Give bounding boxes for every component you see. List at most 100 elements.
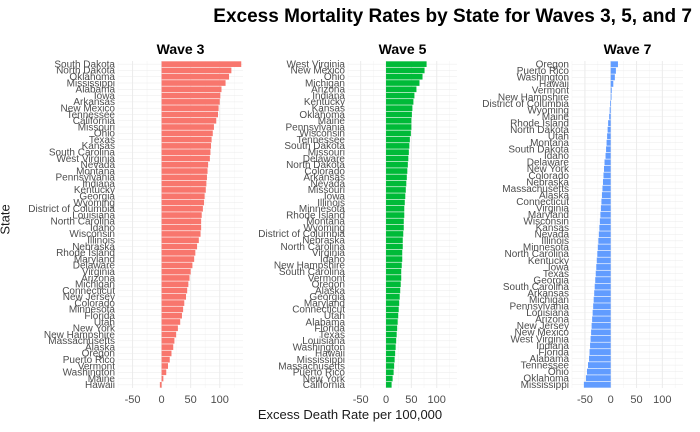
bar (589, 355, 611, 362)
bar (161, 344, 174, 350)
bar (161, 212, 202, 218)
x-axis-label: Excess Death Rate per 100,000 (257, 407, 443, 422)
state-label: Arkansas (303, 173, 345, 184)
bar (161, 281, 189, 288)
state-label: Rhode Island (56, 248, 115, 259)
bar (161, 124, 214, 130)
bar (386, 80, 420, 86)
bar (161, 262, 193, 269)
state-label: Vermont (78, 361, 115, 372)
bar (161, 275, 190, 281)
state-label: Kansas (536, 223, 569, 234)
state-label: Alaska (315, 286, 345, 297)
state-label: Montana (76, 166, 115, 177)
bar (161, 199, 205, 206)
state-label: Louisiana (526, 308, 569, 319)
state-label: North Dakota (510, 125, 569, 136)
bar (386, 174, 407, 181)
bar (604, 159, 611, 166)
x-tick-label: 0 (608, 394, 614, 406)
state-label: Georgia (79, 192, 115, 203)
state-label: Maine (318, 116, 346, 127)
state-label: South Dakota (54, 59, 115, 70)
bar (161, 174, 207, 181)
bar (592, 316, 611, 323)
bar (591, 329, 611, 336)
bar (602, 179, 611, 185)
state-label: Virginia (82, 267, 116, 278)
state-label: Nebraska (302, 236, 345, 247)
state-label: Georgia (309, 292, 345, 303)
bar (603, 172, 611, 179)
x-tick-label: -50 (125, 394, 141, 406)
state-label: Texas (543, 269, 569, 280)
state-label: Kansas (312, 103, 345, 114)
bar (161, 187, 206, 193)
bar (593, 296, 611, 303)
bar (596, 257, 611, 264)
state-label: Ohio (548, 367, 570, 378)
state-label: Puerto Rico (517, 66, 570, 77)
state-label: Massachusetts (278, 361, 345, 372)
bar (610, 94, 612, 100)
bar (161, 231, 201, 237)
x-tick-label: 0 (159, 394, 165, 406)
state-label: Alaska (85, 342, 115, 353)
state-label: New York (303, 374, 346, 385)
bar (386, 312, 399, 319)
x-tick-label: 100 (653, 394, 671, 406)
bar (386, 287, 401, 294)
state-label: New Mexico (515, 328, 570, 339)
state-label: New Mexico (61, 103, 116, 114)
bar (609, 113, 611, 120)
state-label: Arkansas (73, 97, 115, 108)
state-label: Kentucky (528, 256, 569, 267)
bar (610, 61, 618, 68)
bar (386, 92, 415, 99)
state-label: South Carolina (503, 282, 570, 293)
bar (386, 306, 399, 313)
state-label: Arizona (81, 273, 115, 284)
state-label: Mississippi (297, 355, 345, 366)
bar (594, 290, 611, 297)
state-label: North Dakota (56, 66, 115, 77)
bar (606, 139, 611, 146)
state-label: Idaho (90, 223, 115, 234)
bar (161, 319, 181, 325)
state-label: Nevada (311, 179, 346, 190)
state-label: Alaska (539, 190, 569, 201)
state-label: Oregon (312, 280, 345, 291)
bar (386, 344, 396, 350)
bar (386, 143, 410, 149)
bar (598, 231, 611, 238)
state-label: Oregon (536, 60, 569, 71)
bar (386, 155, 409, 162)
bar (161, 363, 168, 369)
bar (161, 193, 205, 200)
state-label: New Jersey (517, 321, 569, 332)
state-label: Colorado (528, 171, 569, 182)
x-tick-label: -50 (577, 394, 593, 406)
state-label: Washington (517, 73, 569, 84)
state-label: Florida (84, 311, 115, 322)
state-label: North Carolina (281, 242, 346, 253)
x-tick-label: 100 (211, 394, 229, 406)
bar (386, 218, 404, 225)
state-label: Hawaii (315, 349, 345, 360)
bar (386, 199, 405, 206)
bar (608, 120, 611, 127)
bar (386, 363, 395, 369)
state-label: Texas (319, 330, 345, 341)
bar (386, 237, 403, 244)
bar (386, 275, 402, 281)
state-label: Hawaii (85, 380, 115, 391)
bar (161, 300, 185, 306)
bar (386, 193, 406, 200)
state-label: Missouri (308, 147, 345, 158)
bar (386, 212, 405, 218)
state-label: Louisiana (302, 336, 345, 347)
bar (161, 237, 199, 244)
bar (595, 277, 611, 284)
bar (607, 126, 611, 133)
